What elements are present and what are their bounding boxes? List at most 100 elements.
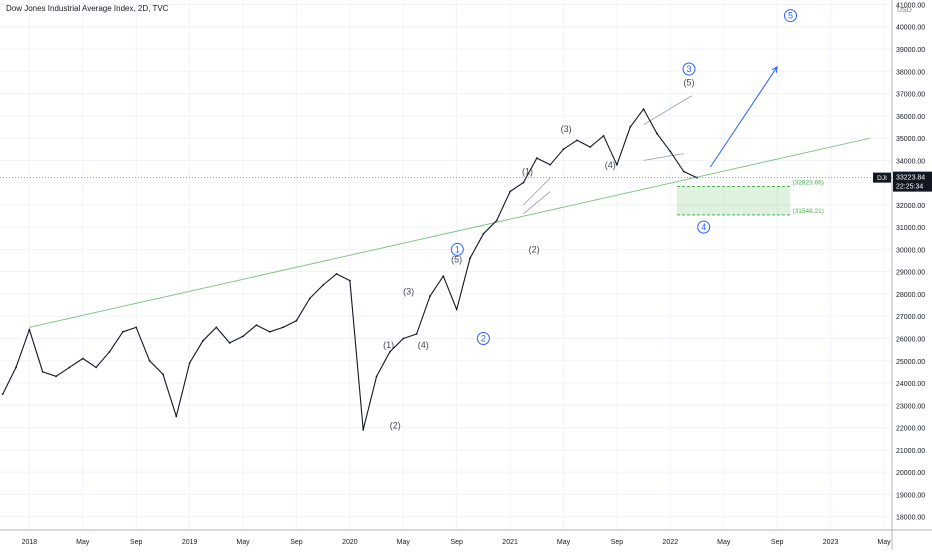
series-point [268, 330, 271, 333]
wave-label-circle-14 [784, 9, 798, 23]
wave-label-14: 5 [788, 11, 793, 21]
x-axis[interactable]: 2018 May Sep 2019 May Sep 2020 May Sep 2021 May Sep… [0, 529, 932, 546]
wave-label-9: (3) [561, 124, 572, 134]
series-point [55, 375, 57, 378]
series-point [108, 350, 111, 353]
wave-label-10: (4) [605, 160, 616, 170]
x-tick-label-14: Sep [771, 539, 784, 546]
currency-label: USD [897, 7, 912, 14]
y-tick-label-8: 26000.00 [896, 336, 925, 343]
series-point [482, 232, 485, 235]
target-zone-top-label: (32823.66) [793, 180, 824, 187]
y-tick-label-4: 22000.00 [896, 426, 925, 433]
y-tick-label-16: 34000.00 [896, 158, 925, 165]
trendline-2 [643, 153, 684, 161]
trendline-4 [523, 191, 551, 215]
wave-label-circle-6 [476, 331, 490, 345]
series-point [495, 219, 498, 222]
wave-label-11: (5) [684, 77, 695, 87]
x-tick-label-4: May [236, 539, 250, 546]
series-point [589, 146, 592, 148]
series-point [322, 284, 325, 286]
y-tick-label-19: 37000.00 [896, 92, 925, 99]
y-tick-label-7: 25000.00 [896, 359, 925, 366]
x-tick-label-6: 2020 [342, 539, 358, 546]
series-point [549, 163, 552, 166]
series-point [656, 132, 658, 135]
x-tick-label-13: May [717, 539, 731, 546]
wave-label-2: (3) [403, 287, 414, 297]
series-point [509, 190, 511, 193]
wave-label-5: 1 [455, 244, 460, 254]
y-tick-label-11: 29000.00 [896, 270, 925, 277]
series-point [202, 339, 204, 342]
x-tick-label-8: Sep [450, 539, 463, 546]
series-point [28, 328, 31, 331]
x-tick-label-11: Sep [611, 539, 624, 546]
target-zone-box [677, 186, 791, 215]
last-price-marker: DJI 33223.84 22:25:34 [0, 171, 932, 192]
series-point [162, 373, 164, 376]
y-tick-label-6: 24000.00 [896, 381, 925, 388]
series-point [228, 342, 231, 344]
trendline-0 [29, 137, 871, 328]
x-tick-label-5: Sep [290, 539, 303, 546]
series-point [15, 366, 17, 369]
symbol-tag [873, 172, 891, 183]
series-point [415, 333, 418, 335]
y-tick-label-12: 30000.00 [896, 247, 925, 254]
y-axis[interactable]: 18000.00 19000.00 20000.00 21000.00 22000.00… [891, 0, 925, 550]
trendlines [29, 95, 871, 328]
wave-label-circle-12 [682, 62, 696, 76]
series-point [348, 279, 351, 282]
series-point [429, 295, 431, 298]
target-zone: (32823.66) (31548.21) [677, 180, 824, 216]
wave-label-12: 3 [687, 64, 692, 74]
trendline-3 [523, 177, 551, 206]
y-tick-label-18: 36000.00 [896, 114, 925, 121]
series-point [41, 370, 44, 373]
wave-label-3: (4) [418, 340, 429, 350]
series-point [442, 275, 445, 278]
series-point [188, 362, 191, 364]
wave-label-1: (2) [390, 420, 401, 430]
series-point [175, 415, 178, 418]
target-zone-bottom-label: (31548.21) [793, 208, 824, 215]
series-point [375, 375, 378, 378]
series-point [95, 366, 98, 369]
series-point [629, 126, 632, 128]
y-tick-label-5: 23000.00 [896, 403, 925, 410]
series-point [81, 357, 84, 360]
series-point [282, 326, 284, 329]
series-point [535, 157, 538, 160]
countdown-label: 22:25:34 [896, 184, 923, 191]
series-point [121, 330, 124, 333]
wave-label-7: (1) [522, 166, 533, 176]
symbol-tag-label: DJI [877, 175, 887, 182]
series-point [522, 181, 525, 184]
series-point [616, 163, 618, 166]
wave-label-4: (5) [451, 254, 462, 264]
x-tick-label-1: May [76, 539, 90, 546]
y-tick-label-21: 39000.00 [896, 47, 925, 54]
y-tick-label-9: 27000.00 [896, 314, 925, 321]
series-point [242, 335, 244, 338]
x-tick-label-9: 2021 [502, 539, 518, 546]
series-point [642, 108, 645, 111]
series-point [295, 319, 298, 322]
series-point [308, 297, 311, 300]
projection-arrowhead [771, 65, 778, 73]
y-tick-label-23: 41000.00 [896, 2, 925, 9]
y-tick-label-13: 31000.00 [896, 225, 925, 232]
x-tick-label-16: May [877, 539, 891, 546]
series-point [135, 326, 138, 329]
y-tick-label-1: 19000.00 [896, 492, 925, 499]
projection-arrow [709, 65, 778, 168]
x-tick-label-10: May [557, 539, 571, 546]
wave-label-6: 2 [481, 333, 486, 343]
series-point [1, 393, 4, 396]
series-point [602, 134, 605, 137]
y-tick-label-22: 40000.00 [896, 25, 925, 32]
